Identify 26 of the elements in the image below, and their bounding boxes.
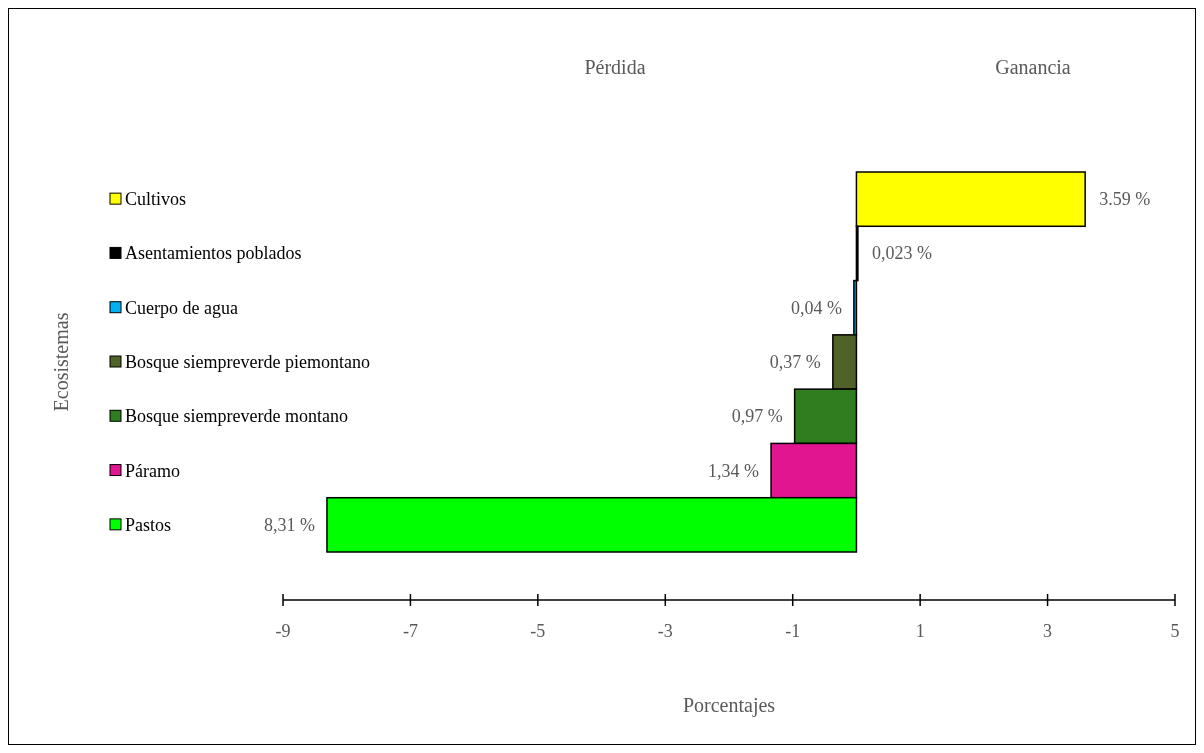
y-axis-title: Ecosistemas	[50, 312, 72, 412]
y-tick-label: Cultivos	[125, 189, 187, 210]
x-tick-label: 3	[1043, 621, 1053, 641]
data-label: 1,34 %	[708, 460, 760, 481]
x-axis-title: Porcentajes	[682, 694, 776, 717]
y-tick-label: Asentamientos poblados	[125, 243, 302, 264]
y-tick-label: Pastos	[125, 514, 172, 535]
data-label: 8,31 %	[263, 514, 315, 535]
x-tick-label: -5	[530, 621, 546, 641]
y-tick-label: Páramo	[125, 460, 180, 481]
data-label: 0,37 %	[769, 352, 821, 372]
y-tick-label: Bosque siempreverde montano	[125, 406, 348, 427]
data-label: 0,04 %	[790, 297, 842, 318]
x-tick-label: -7	[402, 621, 418, 641]
text: Pérdida	[584, 56, 646, 78]
y-tick-label: Cuerpo de agua	[125, 297, 238, 318]
x-tick-label: 5	[1170, 621, 1180, 641]
data-label: 3.59 %	[1099, 189, 1151, 210]
text: Ganancia	[995, 56, 1071, 78]
x-tick-label: -9	[275, 621, 291, 641]
x-tick-label: -1	[785, 621, 801, 641]
y-tick-label: Bosque siempreverde piemontano	[125, 352, 370, 372]
data-label: 0,023 %	[871, 243, 932, 264]
x-tick-label: -3	[657, 621, 673, 641]
x-tick-label: 1	[915, 621, 925, 641]
data-label: 0,97 %	[731, 406, 783, 427]
